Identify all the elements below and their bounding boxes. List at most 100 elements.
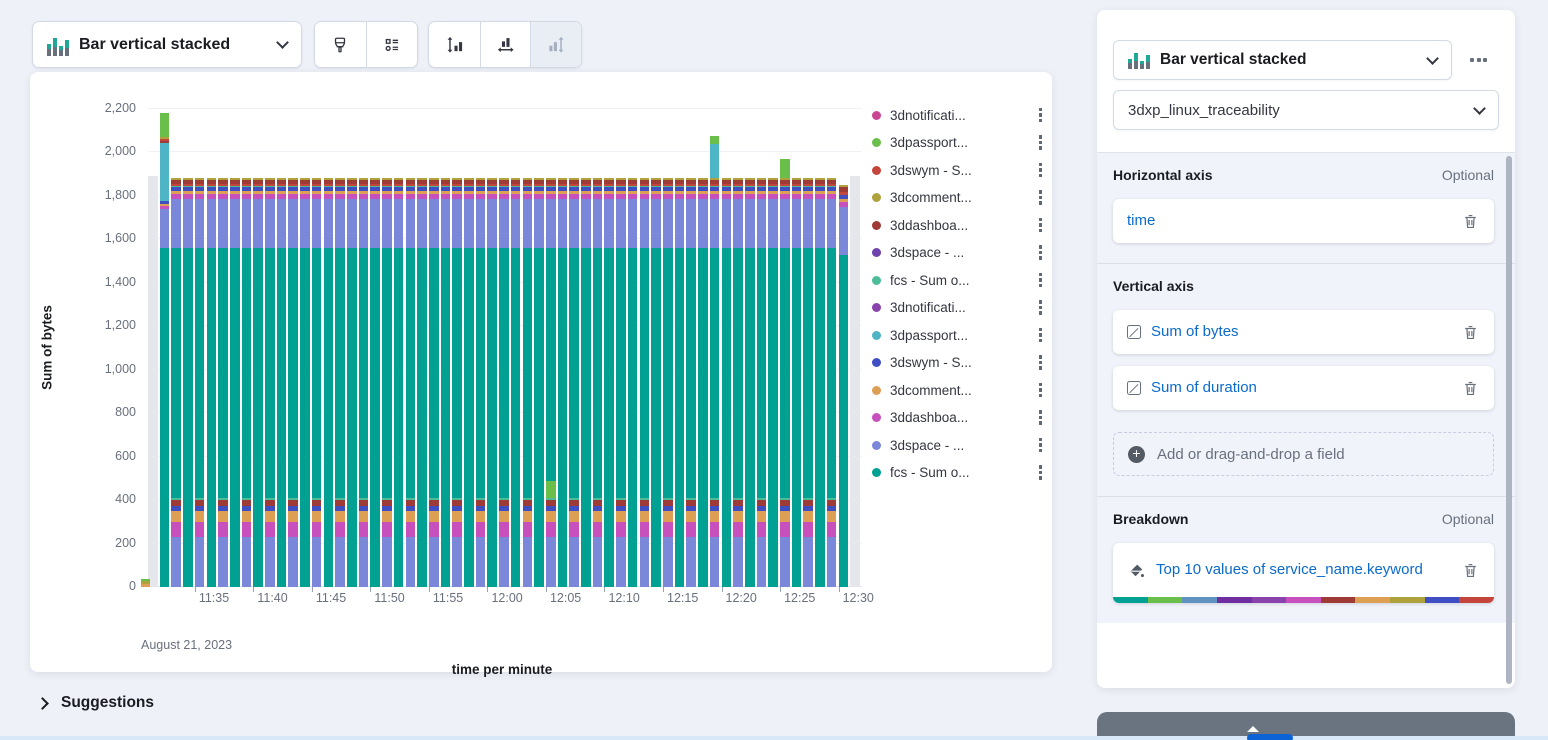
partial-bucket-bar[interactable]	[850, 176, 861, 587]
legend-item-actions-icon[interactable]	[1037, 133, 1045, 152]
data-view-select[interactable]: 3dxp_linux_traceability	[1113, 90, 1499, 130]
stacked-bar[interactable]	[791, 177, 802, 587]
stacked-bar[interactable]	[159, 113, 170, 587]
partial-bucket-bar[interactable]	[148, 176, 158, 587]
stacked-bar[interactable]	[464, 177, 474, 587]
bottom-axis-button[interactable]	[479, 22, 531, 67]
chart-type-select[interactable]: Bar vertical stacked	[1113, 40, 1452, 80]
horizontal-axis-field-time[interactable]: time	[1113, 199, 1494, 243]
stacked-bar[interactable]	[627, 177, 638, 587]
stacked-bar[interactable]	[698, 177, 708, 587]
stacked-bar[interactable]	[288, 177, 299, 587]
stacked-bar[interactable]	[674, 177, 685, 587]
stacked-bar[interactable]	[382, 177, 392, 587]
legend-item[interactable]: 3dswym - S...	[872, 354, 1044, 372]
legend-item[interactable]: fcs - Sum o...	[872, 271, 1044, 289]
legend-item-actions-icon[interactable]	[1037, 408, 1045, 427]
stacked-bar[interactable]	[218, 177, 228, 587]
remove-field-button[interactable]	[1459, 377, 1482, 400]
legend-item[interactable]: fcs - Sum o...	[872, 464, 1044, 482]
remove-field-button[interactable]	[1459, 321, 1482, 344]
add-field-dropzone[interactable]: Add or drag-and-drop a field	[1113, 432, 1494, 476]
legend-item[interactable]: 3dnotificati...	[872, 106, 1044, 124]
stacked-bar[interactable]	[557, 177, 568, 587]
legend-item-actions-icon[interactable]	[1037, 436, 1045, 455]
stacked-bar[interactable]	[323, 177, 334, 587]
stacked-bar[interactable]	[183, 177, 193, 587]
legend-item-actions-icon[interactable]	[1037, 161, 1045, 180]
vertical-axis-field-bytes[interactable]: Sum of bytes	[1113, 310, 1494, 354]
remove-field-button[interactable]	[1459, 210, 1482, 233]
legend-item-actions-icon[interactable]	[1037, 463, 1045, 482]
stacked-bar[interactable]	[311, 177, 322, 587]
stacked-bar[interactable]	[815, 177, 825, 587]
stacked-bar[interactable]	[780, 159, 790, 587]
stacked-bar[interactable]	[300, 177, 310, 587]
stacked-bar[interactable]	[663, 177, 673, 587]
stacked-bar[interactable]	[569, 177, 579, 587]
stacked-bar[interactable]	[393, 177, 404, 587]
legend-item-actions-icon[interactable]	[1037, 326, 1045, 345]
stacked-bar[interactable]	[534, 177, 544, 587]
bottom-pill-button[interactable]	[1247, 734, 1293, 740]
legend-item[interactable]: 3dnotificati...	[872, 299, 1044, 317]
stacked-bar[interactable]	[733, 177, 743, 587]
stacked-bar[interactable]	[592, 177, 603, 587]
legend-item-actions-icon[interactable]	[1037, 271, 1045, 290]
remove-field-button[interactable]	[1459, 559, 1482, 582]
stacked-bar[interactable]	[405, 177, 416, 587]
stacked-bar[interactable]	[194, 177, 205, 587]
stacked-bar[interactable]	[826, 177, 837, 587]
legend-item-actions-icon[interactable]	[1037, 353, 1045, 372]
legend-item[interactable]: 3dpassport...	[872, 326, 1044, 344]
stacked-bar[interactable]	[229, 177, 240, 587]
stacked-bar[interactable]	[253, 177, 263, 587]
stacked-bar[interactable]	[756, 177, 767, 587]
legend-item[interactable]: 3dcomment...	[872, 189, 1044, 207]
stacked-bar[interactable]	[721, 177, 732, 587]
stacked-bar[interactable]	[499, 177, 509, 587]
legend-item[interactable]: 3dpassport...	[872, 134, 1044, 152]
visual-options-button[interactable]	[315, 22, 366, 67]
legend-item[interactable]: 3dspace - ...	[872, 244, 1044, 262]
legend-item[interactable]: 3ddashboa...	[872, 409, 1044, 427]
legend-item-actions-icon[interactable]	[1037, 298, 1045, 317]
panel-scrollbar[interactable]	[1506, 156, 1512, 684]
stacked-bar[interactable]	[616, 177, 626, 587]
stacked-bar[interactable]	[241, 177, 252, 587]
legend-item[interactable]: 3dspace - ...	[872, 436, 1044, 454]
legend-settings-button[interactable]	[365, 22, 417, 67]
chart-plot-area[interactable]	[141, 108, 862, 587]
left-axis-button[interactable]	[429, 22, 480, 67]
stacked-bar[interactable]	[370, 177, 380, 587]
legend-item-actions-icon[interactable]	[1037, 243, 1045, 262]
stacked-bar[interactable]	[651, 177, 661, 587]
legend-item-actions-icon[interactable]	[1037, 106, 1045, 125]
stacked-bar[interactable]	[440, 177, 451, 587]
stacked-bar[interactable]	[686, 177, 697, 587]
stacked-bar[interactable]	[639, 177, 650, 587]
stacked-bar[interactable]	[171, 177, 181, 587]
legend-item-actions-icon[interactable]	[1037, 188, 1045, 207]
stacked-bar[interactable]	[768, 177, 778, 587]
legend-item-actions-icon[interactable]	[1037, 381, 1045, 400]
stacked-bar[interactable]	[522, 177, 533, 587]
stacked-bar[interactable]	[545, 177, 556, 587]
layer-actions-button[interactable]	[1466, 54, 1491, 66]
stub-bar[interactable]	[141, 579, 150, 587]
stacked-bar[interactable]	[428, 177, 439, 587]
chart-type-dropdown[interactable]: Bar vertical stacked	[32, 21, 302, 68]
stacked-bar[interactable]	[487, 177, 498, 587]
stacked-bar[interactable]	[452, 177, 462, 587]
stacked-bar[interactable]	[838, 184, 849, 587]
suggestions-toggle[interactable]: Suggestions	[36, 694, 154, 712]
stacked-bar[interactable]	[510, 177, 521, 587]
stacked-bar[interactable]	[335, 177, 345, 587]
stacked-bar[interactable]	[475, 177, 486, 587]
legend-item[interactable]: 3dcomment...	[872, 381, 1044, 399]
breakdown-field[interactable]: Top 10 values of service_name.keyword	[1113, 543, 1494, 604]
stacked-bar[interactable]	[581, 177, 591, 587]
stacked-bar[interactable]	[265, 177, 275, 587]
legend-item[interactable]: 3dswym - S...	[872, 161, 1044, 179]
stacked-bar[interactable]	[276, 177, 287, 587]
